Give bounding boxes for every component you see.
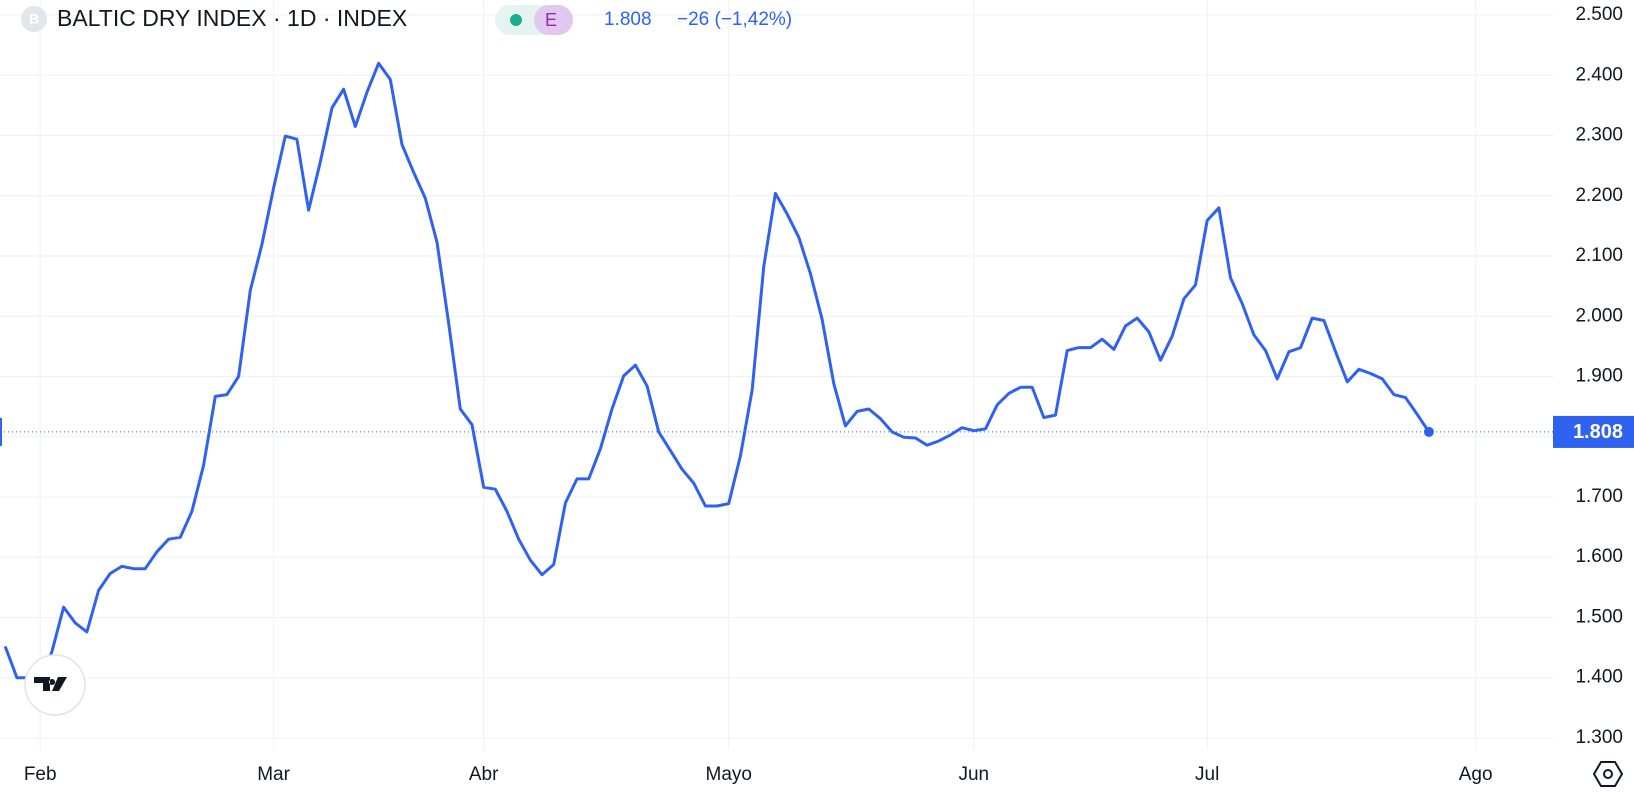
logo-glyph: [34, 677, 67, 691]
symbol-title: BALTIC DRY INDEX · 1D · INDEX: [57, 5, 407, 31]
header-change: −26 (−1,42%): [677, 9, 792, 30]
y-tick-label: 1.700: [1575, 486, 1623, 507]
grid: [0, 0, 1553, 750]
x-tick-label: Feb: [24, 764, 57, 785]
x-tick-label: Jul: [1195, 764, 1219, 785]
last-price-tag: [1553, 415, 1634, 448]
settings-hex: [1592, 761, 1624, 787]
header-last-price: 1.808: [604, 9, 652, 30]
symbol-icon: [21, 6, 47, 32]
y-tick-label: 1.300: [1575, 727, 1623, 748]
badge-bg: [534, 5, 573, 35]
badge: E: [545, 10, 557, 30]
x-tick-label: Jun: [958, 764, 989, 785]
left-edge-marker: [0, 417, 2, 446]
y-tick-label: 2.400: [1575, 64, 1623, 85]
y-tick-label: 1.400: [1575, 667, 1623, 688]
symbol-icon-letter: B: [29, 11, 39, 27]
price-line: [3, 61, 1431, 686]
x-tick-label: Mar: [257, 764, 290, 785]
x-tick-label: Abr: [469, 764, 499, 785]
last-point: [1423, 426, 1434, 437]
plot: [0, 61, 1553, 686]
y-tick-label: 2.000: [1575, 305, 1623, 326]
y-tick-label: 2.200: [1575, 185, 1623, 206]
settings-button[interactable]: [1592, 761, 1624, 787]
x-tick-label: Mayo: [706, 764, 752, 785]
y-tick-label: 1.600: [1575, 546, 1623, 567]
last-price-label: 1.808: [1573, 421, 1623, 443]
y-tick-label: 2.500: [1575, 4, 1623, 25]
y-tick-label: 2.100: [1575, 245, 1623, 266]
market-status-dot: [510, 14, 522, 26]
settings-hole: [1603, 769, 1613, 779]
y-tick-label: 1.500: [1575, 606, 1623, 627]
x-tick-label: Ago: [1459, 764, 1493, 785]
y-tick-label: 1.900: [1575, 366, 1623, 387]
y-tick-label: 2.300: [1575, 125, 1623, 146]
